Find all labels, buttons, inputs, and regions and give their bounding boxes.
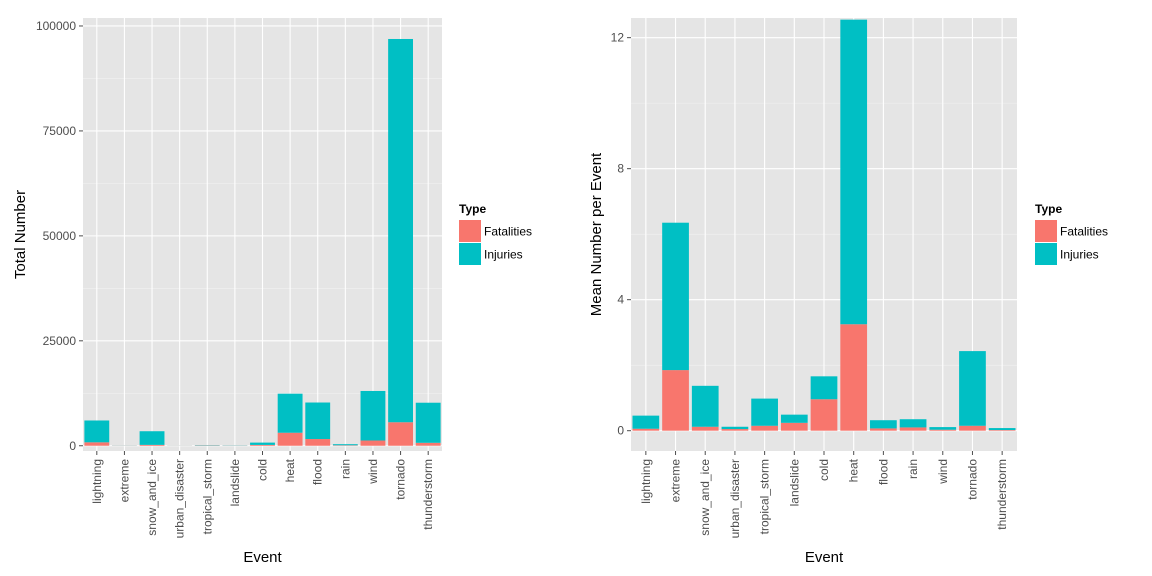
bar-fatalities-tornado [959, 425, 986, 431]
y-tick-label: 75000 [43, 124, 77, 138]
x-tick-label-tornado: tornado [965, 459, 979, 500]
x-axis-title: Event [243, 549, 282, 566]
bar-fatalities-snow_and_ice [139, 444, 165, 446]
bar-fatalities-heat [277, 432, 303, 446]
bar-injuries-lightning [632, 415, 660, 429]
bar-fatalities-thunderstorm [988, 430, 1016, 431]
y-tick-label: 100000 [36, 19, 76, 33]
legend-label-injuries: Injuries [484, 248, 523, 262]
y-tick-label: 0 [617, 424, 624, 438]
legend-key-injuries [1035, 243, 1057, 265]
legend-key-injuries [459, 243, 481, 265]
bar-fatalities-cold [810, 399, 838, 431]
x-tick-label-extreme: extreme [117, 459, 131, 503]
y-axis-title: Total Number [12, 190, 29, 279]
legend-key-fatalities [1035, 220, 1057, 242]
bar-injuries-wind [929, 427, 957, 430]
bar-injuries-extreme [662, 222, 689, 371]
bar-fatalities-lightning [84, 442, 110, 446]
bar-fatalities-flood [305, 439, 331, 446]
y-tick-label: 25000 [43, 334, 77, 348]
bar-fatalities-urban_disaster [721, 429, 749, 431]
x-tick-label-cold: cold [256, 459, 270, 481]
x-tick-label-heat: heat [847, 458, 861, 482]
x-tick-label-flood: flood [876, 459, 890, 485]
bar-injuries-wind [360, 390, 386, 441]
x-tick-label-landslide: landslide [228, 459, 242, 507]
bar-injuries-thunderstorm [988, 428, 1016, 431]
bar-injuries-flood [870, 420, 897, 429]
x-tick-label-tropical_storm: tropical_storm [758, 459, 772, 534]
bar-injuries-lightning [84, 420, 110, 443]
bar-fatalities-cold [250, 444, 275, 446]
x-tick-label-heat: heat [283, 458, 297, 482]
x-axis-title: Event [805, 549, 844, 566]
legend-key-fatalities [459, 220, 481, 242]
chart-total-number: 0 25000 50000 75000 100000 lightning extreme sn… [12, 18, 532, 566]
bar-injuries-tropical_storm [751, 398, 778, 426]
y-tick-label: 8 [617, 162, 624, 176]
bar-fatalities-tropical_storm [751, 425, 778, 431]
x-tick-label-urban_disaster: urban_disaster [728, 459, 742, 538]
bar-fatalities-flood [870, 428, 897, 431]
bar-injuries-thunderstorm [415, 402, 441, 443]
bar-injuries-rain [899, 419, 927, 428]
legend: Type Fatalities Injuries [1035, 202, 1108, 265]
legend-label-injuries: Injuries [1060, 248, 1099, 262]
bar-fatalities-rain [899, 427, 927, 431]
legend-title: Type [1035, 202, 1062, 216]
x-tick-label-wind: wind [936, 459, 950, 485]
bar-injuries-flood [305, 402, 331, 440]
legend: Type Fatalities Injuries [459, 202, 532, 265]
y-tick-label: 50000 [43, 229, 77, 243]
x-tick-label-snow_and_ice: snow_and_ice [145, 459, 159, 536]
bar-injuries-tornado [959, 351, 986, 426]
x-tick-label-snow_and_ice: snow_and_ice [698, 459, 712, 536]
bar-fatalities-snow_and_ice [691, 426, 719, 431]
x-tick-label-landslide: landslide [787, 459, 801, 507]
bar-injuries-cold [810, 376, 838, 400]
x-tick-label-tornado: tornado [394, 459, 408, 500]
x-tick-label-tropical_storm: tropical_storm [200, 459, 214, 534]
bar-injuries-heat [277, 393, 303, 433]
bar-fatalities-landslide [780, 422, 808, 431]
x-tick-label-rain: rain [338, 459, 352, 479]
x-tick-label-lightning: lightning [90, 459, 104, 504]
bar-injuries-tornado [388, 38, 414, 423]
bar-injuries-urban_disaster [721, 426, 749, 430]
bar-injuries-cold [250, 442, 275, 445]
bar-fatalities-wind [929, 429, 957, 431]
bar-fatalities-heat [840, 324, 868, 431]
x-tick-label-extreme: extreme [669, 459, 683, 503]
bar-fatalities-thunderstorm [415, 442, 441, 446]
x-tick-label-cold: cold [817, 459, 831, 481]
x-tick-label-thunderstorm: thunderstorm [995, 459, 1009, 530]
x-tick-label-urban_disaster: urban_disaster [173, 459, 187, 538]
bar-fatalities-tornado [388, 422, 414, 446]
y-tick-label: 12 [611, 31, 625, 45]
x-tick-label-lightning: lightning [639, 459, 653, 504]
y-tick-label: 4 [617, 293, 624, 307]
y-tick-label: 0 [69, 439, 76, 453]
bar-fatalities-lightning [632, 428, 660, 431]
bar-injuries-rain [332, 444, 358, 446]
bar-injuries-landslide [780, 414, 808, 423]
x-tick-label-flood: flood [311, 459, 325, 485]
legend-label-fatalities: Fatalities [1060, 225, 1108, 239]
chart-mean-number-per-event: 0 4 8 12 lightning extreme snow_and_ice urban_d… [588, 18, 1108, 566]
bar-injuries-snow_and_ice [691, 385, 719, 427]
bar-injuries-snow_and_ice [139, 431, 165, 445]
legend-label-fatalities: Fatalities [484, 225, 532, 239]
legend-title: Type [459, 202, 486, 216]
y-axis-title: Mean Number per Event [588, 152, 605, 316]
x-tick-label-rain: rain [906, 459, 920, 479]
bar-fatalities-extreme [662, 370, 689, 431]
bar-fatalities-wind [360, 440, 386, 446]
x-tick-label-wind: wind [366, 459, 380, 485]
bar-injuries-heat [840, 19, 868, 325]
x-tick-label-thunderstorm: thunderstorm [421, 459, 435, 530]
